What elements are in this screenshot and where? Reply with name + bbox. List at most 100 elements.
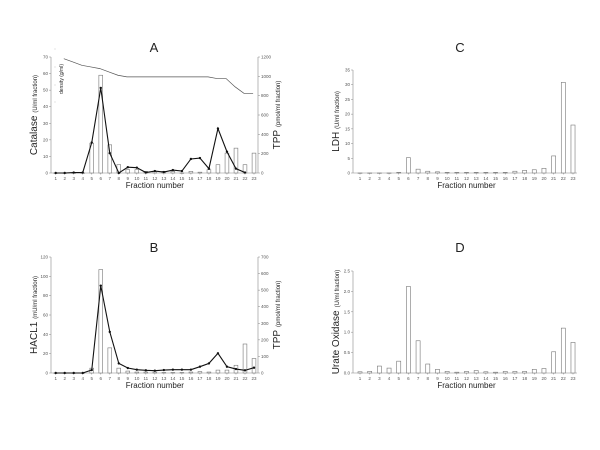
- bar-urate-oxidase: [512, 371, 518, 374]
- x-axis-label: Fraction number: [126, 381, 185, 390]
- point-tpp: [180, 169, 184, 173]
- y2-tick-label: 700: [261, 255, 269, 260]
- y2-tick-label: 200: [261, 151, 269, 156]
- bar-ldh: [464, 172, 469, 174]
- x-tick-label: 9: [436, 176, 439, 181]
- x-tick-label: 10: [134, 376, 140, 381]
- bar-urate-oxidase: [386, 367, 392, 374]
- bar-urate-oxidase: [435, 369, 440, 374]
- x-tick-label: 8: [118, 376, 121, 381]
- y-tick-label: 2.0: [344, 289, 351, 294]
- x-axis-label: Fraction number: [126, 181, 185, 190]
- y-tick-label: 10: [345, 141, 351, 146]
- point-tpp: [207, 362, 211, 365]
- x-tick-label: 23: [570, 376, 576, 381]
- panel-title: C: [455, 40, 464, 55]
- y-tick-label: 2.5: [344, 269, 351, 274]
- y2-tick-label: 800: [261, 93, 269, 98]
- point-tpp: [72, 171, 75, 174]
- point-tpp: [180, 368, 184, 371]
- bar-catalase: [188, 171, 194, 174]
- x-tick-label: 21: [233, 376, 239, 381]
- x-tick-label: 14: [483, 176, 489, 181]
- bar-catalase: [125, 169, 131, 174]
- x-tick-label: 2: [368, 176, 371, 181]
- bar-ldh: [512, 170, 518, 174]
- point-tpp: [243, 369, 247, 372]
- point-tpp: [108, 330, 111, 334]
- bar-ldh: [560, 82, 566, 174]
- y-tick-label: 0: [45, 171, 48, 176]
- y-tick-label: 80: [43, 293, 49, 298]
- y-tick-label: 5: [347, 156, 350, 161]
- x-tick-label: 3: [72, 176, 75, 181]
- bar-ldh: [444, 172, 450, 174]
- point-tpp: [90, 141, 93, 144]
- y-tick-label: 40: [43, 104, 49, 109]
- y-tick-label: 35: [345, 68, 351, 73]
- x-tick-label: 16: [188, 176, 194, 181]
- x-tick-label: 1: [54, 176, 57, 181]
- x-tick-label: 13: [161, 176, 167, 181]
- bar-catalase: [206, 169, 212, 174]
- x-tick-label: 19: [215, 376, 221, 381]
- y-axis-label: Urate Oxidase (U/ml fraction): [331, 270, 342, 375]
- point-tpp: [63, 171, 66, 175]
- x-tick-label: 19: [532, 176, 538, 181]
- y-tick-label: 60: [43, 71, 49, 76]
- x-tick-label: 10: [445, 176, 451, 181]
- point-tpp: [54, 171, 57, 175]
- point-tpp: [252, 366, 256, 369]
- x-tick-label: 22: [561, 376, 567, 381]
- y2-axis-label-unit: (pmol/ml fraction): [276, 81, 282, 127]
- x-tick-label: 4: [388, 176, 391, 181]
- y-tick-label: 1.0: [344, 330, 351, 335]
- bar-urate-oxidase: [473, 370, 479, 374]
- x-tick-label: 11: [144, 376, 149, 381]
- bar-urate-oxidase: [396, 360, 402, 374]
- point-tpp: [108, 151, 111, 155]
- point-tpp: [99, 86, 102, 90]
- bar-urate-oxidase: [522, 371, 527, 374]
- y-axis-label-name: Catalase: [29, 115, 40, 155]
- x-tick-label: 2: [63, 376, 66, 381]
- x-tick-label: 20: [224, 176, 230, 181]
- point-tpp: [81, 371, 84, 375]
- x-tick-label: 6: [100, 376, 103, 381]
- y-axis-label-name: HACL1: [29, 321, 40, 354]
- y2-tick-label: 100: [261, 354, 269, 359]
- point-tpp: [117, 171, 120, 175]
- x-tick-label: 6: [100, 176, 103, 181]
- y-tick-label: 60: [43, 313, 49, 318]
- bar-catalase: [107, 144, 112, 174]
- x-tick-label: 15: [179, 176, 185, 181]
- x-tick-label: 12: [152, 376, 158, 381]
- bar-hacl1: [251, 358, 257, 374]
- y-tick-label: 10: [43, 154, 49, 159]
- x-tick-label: 4: [81, 176, 84, 181]
- x-tick-label: 13: [474, 376, 480, 381]
- x-tick-label: 13: [161, 376, 167, 381]
- y2-axis-label-unit: (pmol/ml fraction): [276, 281, 282, 327]
- x-tick-label: 14: [483, 376, 489, 381]
- x-tick-label: 12: [152, 176, 158, 181]
- x-tick-label: 17: [512, 376, 518, 381]
- x-tick-label: 19: [532, 376, 538, 381]
- point-tpp: [171, 368, 175, 371]
- x-tick-label: 14: [170, 376, 176, 381]
- y2-tick-label: 600: [261, 271, 269, 276]
- bar-ldh: [570, 124, 576, 174]
- bar-hacl1: [125, 370, 131, 374]
- y2-tick-label: 1000: [261, 74, 272, 79]
- bar-catalase: [98, 74, 103, 174]
- point-tpp: [216, 352, 220, 355]
- y-tick-label: 30: [345, 82, 351, 87]
- bar-catalase: [251, 152, 257, 174]
- bar-ldh: [483, 172, 489, 174]
- y-tick-label: 30: [43, 121, 49, 126]
- bar-ldh: [473, 172, 479, 174]
- bar-catalase: [233, 147, 239, 174]
- x-tick-label: 5: [397, 176, 400, 181]
- x-tick-label: 7: [109, 376, 112, 381]
